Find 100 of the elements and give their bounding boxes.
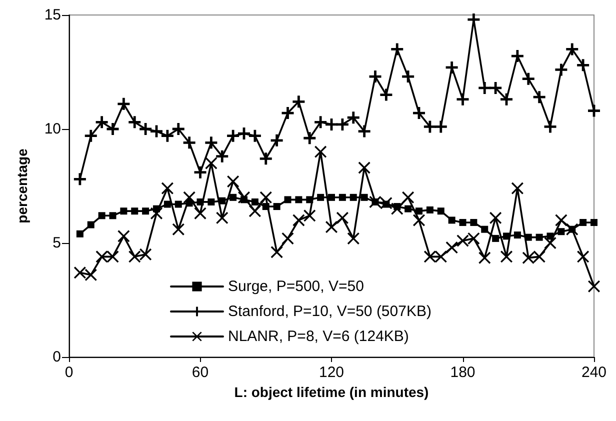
point (140, 248, 152, 260)
point (544, 120, 556, 133)
point (128, 250, 141, 263)
point (470, 218, 478, 226)
point (216, 150, 228, 162)
point (142, 208, 150, 215)
point (74, 173, 86, 186)
point (208, 198, 215, 206)
point (304, 132, 316, 144)
point (426, 206, 434, 214)
point (503, 232, 510, 240)
point (459, 218, 466, 226)
point (326, 118, 338, 130)
point (347, 112, 360, 124)
point (174, 200, 182, 208)
point (161, 182, 174, 194)
point (251, 198, 258, 206)
point (183, 191, 196, 204)
point (336, 212, 348, 224)
point (522, 252, 534, 264)
point (350, 194, 357, 201)
point (282, 107, 294, 120)
point (76, 230, 84, 238)
point (106, 123, 119, 135)
point (413, 214, 425, 226)
point (216, 212, 228, 224)
point (98, 212, 106, 220)
point (566, 43, 578, 56)
point (248, 130, 261, 142)
point (514, 232, 521, 239)
point (380, 88, 392, 101)
point (402, 191, 414, 204)
point (336, 118, 348, 130)
point (238, 128, 250, 140)
point (536, 234, 543, 241)
point (306, 196, 314, 204)
point (109, 212, 116, 220)
legend-label: Surge, P=500, V=50 (228, 278, 364, 295)
point (478, 82, 491, 94)
point (511, 50, 524, 62)
point (404, 205, 412, 212)
point (218, 197, 226, 204)
point (588, 104, 600, 117)
y-tick-label: 15 (44, 6, 61, 24)
point (118, 98, 130, 110)
point (577, 59, 590, 72)
point (128, 116, 141, 128)
point (416, 208, 422, 215)
point (500, 250, 512, 263)
point (369, 70, 382, 83)
point (456, 234, 469, 247)
point (84, 268, 97, 281)
point (172, 223, 184, 236)
point (558, 228, 565, 236)
point (262, 203, 270, 210)
point (282, 232, 294, 244)
point (273, 203, 280, 210)
point (205, 136, 218, 149)
point (106, 250, 119, 263)
point (270, 134, 283, 146)
point (468, 232, 480, 244)
point (292, 214, 305, 226)
point (437, 208, 444, 215)
point (522, 72, 534, 85)
point (164, 200, 171, 208)
point (194, 207, 206, 220)
point (96, 250, 108, 263)
point (161, 130, 174, 142)
point (481, 226, 488, 233)
point (500, 93, 512, 106)
point (270, 246, 283, 258)
point (338, 194, 346, 201)
point (358, 125, 370, 138)
point (533, 91, 546, 104)
point (314, 116, 327, 128)
point (326, 221, 338, 234)
point (590, 218, 598, 226)
point (96, 116, 108, 128)
point (580, 218, 587, 226)
point (238, 191, 250, 204)
point (391, 43, 404, 56)
point (555, 214, 568, 226)
point (84, 130, 97, 142)
point (360, 194, 368, 201)
point (314, 146, 327, 158)
point (304, 210, 316, 222)
point (260, 152, 272, 165)
point (205, 157, 218, 170)
point (74, 266, 86, 279)
point (492, 234, 500, 242)
point (230, 194, 237, 201)
point (196, 198, 204, 206)
x-axis-title: L: object lifetime (in minutes) (234, 384, 429, 400)
y-tick-label: 10 (44, 120, 61, 138)
point (150, 207, 162, 220)
point (194, 166, 206, 178)
point (511, 182, 524, 194)
x-tick-label: 60 (192, 364, 209, 381)
x-tick-label: 180 (450, 364, 476, 381)
point (448, 216, 456, 224)
